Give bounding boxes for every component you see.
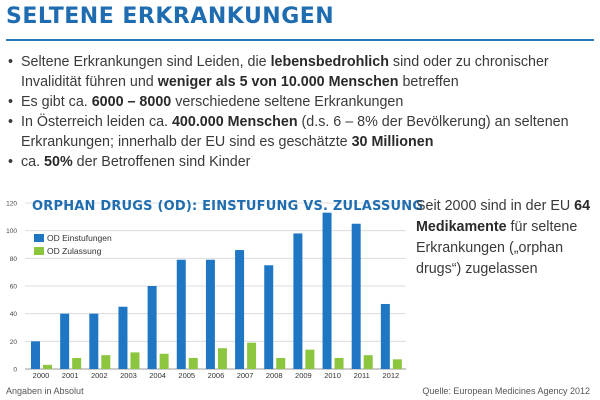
x-tick-label: 2011 — [354, 371, 370, 380]
side-note-emphasis: 64 Medikamente — [416, 198, 591, 235]
fact-text: sind oder zu chronischer Invalidität füh… — [21, 54, 549, 90]
x-tick-label: 2004 — [149, 371, 166, 380]
x-tick-label: 2000 — [33, 371, 50, 380]
y-tick-label: 40 — [10, 311, 18, 318]
bar-einstufungen — [89, 313, 99, 369]
legend-item-einstufungen: OD Einstufungen — [34, 231, 112, 244]
side-note-text: Seit 2000 sind in der EU — [416, 198, 575, 214]
y-tick-label: 120 — [6, 201, 17, 208]
bar-einstufungen — [351, 223, 361, 369]
x-tick-label: 2006 — [208, 371, 225, 380]
fact-emphasis: 50% — [44, 154, 73, 170]
fact-text: verschiedene seltene Erkrankungen — [171, 94, 404, 110]
orphan-drugs-bar-chart: 0 20 40 60 80 100 120 2000 2001 2002 2003 2004 2005 2… — [6, 201, 406, 380]
side-note-text: für seltene Erkrankungen („orphan drugs“… — [416, 219, 578, 277]
fact-text: In Österreich leiden ca. — [21, 114, 172, 130]
fact-emphasis: lebensbedrohlich — [270, 54, 389, 70]
legend-swatch-blue — [34, 233, 44, 242]
bar-zulassung — [392, 359, 402, 369]
bar-zulassung — [305, 349, 315, 369]
title-divider — [6, 39, 594, 41]
x-tick-label: 2012 — [383, 371, 400, 380]
x-tick-label: 2007 — [237, 371, 254, 380]
y-tick-label: 100 — [6, 228, 17, 235]
fact-text: Es gibt ca. — [21, 94, 92, 110]
footnote-source: Quelle: European Medicines Agency 2012 — [422, 386, 590, 396]
bar-zulassung — [188, 357, 198, 369]
bar-zulassung — [247, 342, 257, 369]
bar-einstufungen — [322, 212, 332, 369]
x-tick-label: 2009 — [295, 371, 312, 380]
bar-zulassung — [72, 357, 82, 369]
fact-item: Seltene Erkrankungen sind Leiden, die le… — [8, 52, 593, 92]
bar-zulassung — [43, 364, 52, 369]
y-tick-label: 60 — [10, 284, 18, 291]
x-tick-label: 2008 — [266, 371, 283, 380]
legend-item-zulassung: OD Zulassung — [34, 244, 112, 257]
fact-item: ca. 50% der Betroffenen sind Kinder — [8, 152, 593, 172]
fact-emphasis: 6000 – 8000 — [91, 94, 172, 110]
fact-list: Seltene Erkrankungen sind Leiden, die le… — [8, 52, 593, 172]
footnote-units: Angaben in Absolut — [6, 386, 84, 396]
bar-zulassung — [159, 353, 169, 369]
legend-label: OD Zulassung — [47, 245, 102, 256]
x-tick-label: 2002 — [91, 371, 108, 380]
fact-text: betreffen — [398, 74, 459, 90]
bar-zulassung — [217, 348, 227, 369]
side-note: Seit 2000 sind in der EU 64 Medikamente … — [416, 196, 596, 280]
bar-einstufungen — [264, 265, 274, 369]
fact-text: der Betroffenen sind Kinder — [72, 154, 251, 170]
fact-item: In Österreich leiden ca. 400.000 Mensche… — [8, 112, 593, 152]
bar-einstufungen — [205, 259, 215, 369]
chart-title: ORPHAN DRUGS (OD): EINSTUFUNG VS. ZULASS… — [32, 199, 424, 214]
bar-zulassung — [363, 355, 373, 369]
page-title: SELTENE ERKRANKUNGEN — [6, 4, 335, 29]
bar-einstufungen — [31, 341, 40, 369]
chart-legend: OD Einstufungen OD Zulassung — [34, 231, 112, 257]
bar-zulassung — [130, 352, 140, 369]
bar-zulassung — [101, 355, 111, 369]
x-tick-label: 2001 — [62, 371, 79, 380]
bar-einstufungen — [147, 286, 157, 369]
fact-emphasis: 30 Millionen — [351, 134, 434, 150]
fact-text: (d.s. 6 – 8% der Bevölkerung) an seltene… — [21, 114, 569, 150]
fact-item: Es gibt ca. 6000 – 8000 verschiedene sel… — [8, 92, 593, 112]
x-tick-label: 2003 — [120, 371, 137, 380]
legend-swatch-green — [34, 246, 44, 255]
y-tick-label: 0 — [13, 367, 17, 374]
bar-einstufungen — [60, 313, 70, 369]
bar-einstufungen — [176, 259, 186, 369]
bar-einstufungen — [118, 306, 128, 369]
y-tick-label: 20 — [10, 339, 18, 346]
y-tick-label: 80 — [10, 256, 18, 263]
bar-einstufungen — [235, 250, 245, 369]
legend-label: OD Einstufungen — [47, 232, 112, 243]
bar-einstufungen — [380, 303, 390, 369]
bar-zulassung — [276, 357, 286, 369]
fact-text: ca. — [21, 154, 45, 170]
x-tick-label: 2005 — [178, 371, 195, 380]
fact-emphasis: weniger als 5 von 10.000 Menschen — [157, 74, 399, 90]
fact-emphasis: 400.000 Menschen — [171, 114, 298, 130]
fact-text: Seltene Erkrankungen sind Leiden, die — [21, 54, 271, 70]
x-tick-label: 2010 — [324, 371, 341, 380]
bar-zulassung — [334, 357, 344, 369]
bar-einstufungen — [293, 233, 303, 369]
